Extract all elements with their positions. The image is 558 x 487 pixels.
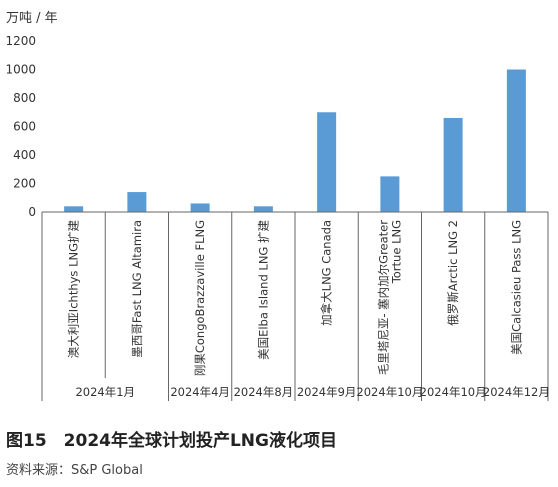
- bar: [127, 192, 147, 212]
- x-category-label: 俄罗斯Arctic LNG 2: [446, 220, 460, 326]
- x-group-label: 2024年12月: [483, 385, 550, 399]
- y-tick-label: 1200: [5, 34, 36, 48]
- x-category-label: 墨西哥Fast LNG Altamira: [130, 220, 144, 358]
- bar: [253, 206, 273, 212]
- bar: [317, 112, 337, 212]
- x-category-label: 美国Calcasieu Pass LNG: [509, 220, 523, 355]
- bar: [64, 206, 84, 212]
- bar: [506, 69, 526, 212]
- bar: [443, 117, 463, 212]
- y-tick-label: 600: [13, 120, 36, 134]
- x-group-label: 2024年8月: [234, 385, 294, 399]
- source-note: 资料来源：S&P Global: [6, 463, 143, 478]
- y-tick-label: 0: [28, 205, 36, 219]
- y-tick-label: 400: [13, 148, 36, 162]
- bar-chart: 万吨 / 年 0 200 400 600 800 1000 1200 澳大利亚Ichthys…: [5, 11, 550, 401]
- x-category-label: 毛里塔尼亚- 塞内加尔GreaterTortue LNG: [376, 220, 403, 375]
- x-group-label: 2024年10月: [356, 385, 423, 399]
- bar: [380, 176, 400, 212]
- y-tick-label: 200: [13, 177, 36, 191]
- x-category-label: 刚果CongoBrazzaville FLNG: [193, 220, 207, 376]
- x-category-label: 加拿大LNG Canada: [320, 220, 334, 326]
- figure-caption: 图15 2024年全球计划投产LNG液化项目: [6, 431, 337, 451]
- y-tick-label: 800: [13, 91, 36, 105]
- x-group-label: 2024年9月: [297, 385, 357, 399]
- x-group-label: 2024年1月: [75, 385, 135, 399]
- bar: [190, 203, 210, 212]
- x-group-label: 2024年10月: [420, 385, 487, 399]
- y-tick-label: 1000: [5, 63, 36, 77]
- x-group-label: 2024年4月: [170, 385, 230, 399]
- y-axis-title: 万吨 / 年: [6, 11, 58, 26]
- x-category-label: 美国Elba Island LNG 扩建: [256, 220, 270, 360]
- x-category-label: 澳大利亚Ichthys LNG扩建: [67, 220, 81, 359]
